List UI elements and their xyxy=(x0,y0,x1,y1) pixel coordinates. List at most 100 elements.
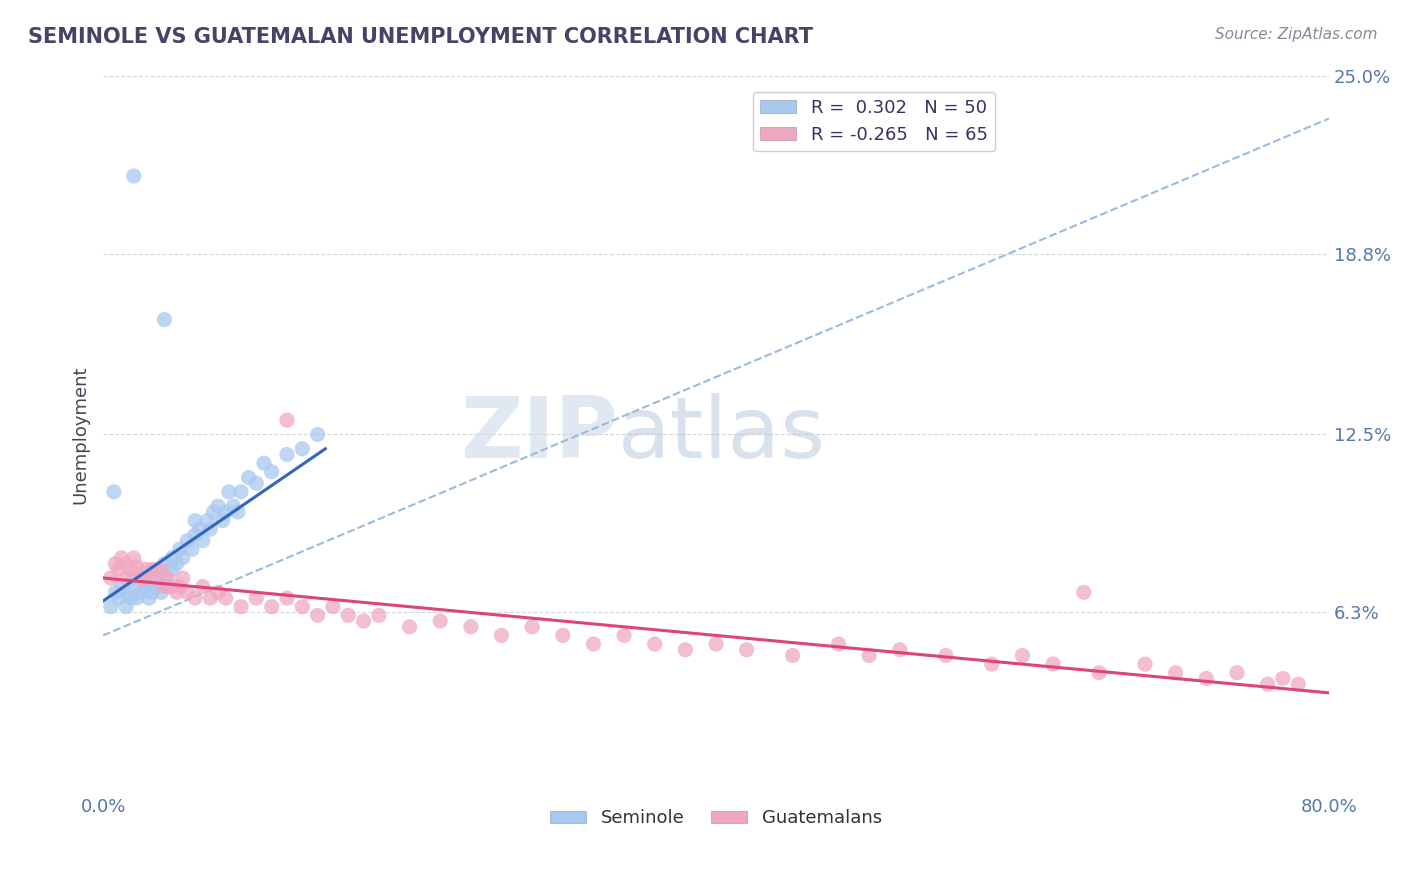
Point xyxy=(153,580,176,594)
Point xyxy=(160,562,183,576)
Point xyxy=(184,591,207,606)
Point xyxy=(226,505,249,519)
Point xyxy=(429,614,451,628)
Text: atlas: atlas xyxy=(619,393,825,476)
Point xyxy=(582,637,605,651)
Point xyxy=(122,550,145,565)
Point xyxy=(276,448,298,462)
Point xyxy=(253,456,276,470)
Point xyxy=(276,413,298,427)
Point xyxy=(150,562,173,576)
Point xyxy=(704,637,727,651)
Point xyxy=(191,533,214,548)
Point xyxy=(460,620,482,634)
Point xyxy=(1088,665,1111,680)
Point xyxy=(827,637,849,651)
Point xyxy=(191,580,214,594)
Point xyxy=(176,533,198,548)
Point xyxy=(138,591,160,606)
Point xyxy=(935,648,957,663)
Point xyxy=(107,591,129,606)
Point xyxy=(222,500,245,514)
Point xyxy=(115,571,138,585)
Point xyxy=(103,484,125,499)
Point xyxy=(131,571,153,585)
Point xyxy=(1164,665,1187,680)
Point xyxy=(153,571,176,585)
Point xyxy=(145,562,167,576)
Point xyxy=(138,576,160,591)
Point xyxy=(1257,677,1279,691)
Point xyxy=(673,642,696,657)
Point xyxy=(122,571,145,585)
Point xyxy=(889,642,911,657)
Point xyxy=(156,580,179,594)
Point xyxy=(115,599,138,614)
Point xyxy=(858,648,880,663)
Point xyxy=(104,585,127,599)
Text: Source: ZipAtlas.com: Source: ZipAtlas.com xyxy=(1215,27,1378,42)
Point xyxy=(145,571,167,585)
Point xyxy=(613,628,636,642)
Point xyxy=(125,559,148,574)
Point xyxy=(215,591,238,606)
Point xyxy=(141,562,163,576)
Point xyxy=(1011,648,1033,663)
Point xyxy=(181,542,204,557)
Point xyxy=(735,642,758,657)
Point xyxy=(215,505,238,519)
Point xyxy=(120,591,142,606)
Point xyxy=(153,557,176,571)
Point xyxy=(110,550,132,565)
Point xyxy=(200,522,222,536)
Point xyxy=(100,599,122,614)
Point xyxy=(176,585,198,599)
Point xyxy=(110,580,132,594)
Point xyxy=(229,599,252,614)
Point xyxy=(100,571,122,585)
Point xyxy=(1271,672,1294,686)
Point xyxy=(200,591,222,606)
Point xyxy=(207,500,229,514)
Point xyxy=(184,528,207,542)
Point xyxy=(520,620,543,634)
Point xyxy=(131,585,153,599)
Point xyxy=(1286,677,1309,691)
Point xyxy=(207,585,229,599)
Point xyxy=(160,550,183,565)
Point xyxy=(122,169,145,183)
Point xyxy=(260,465,283,479)
Point xyxy=(172,571,194,585)
Point xyxy=(398,620,420,634)
Point xyxy=(160,580,183,594)
Point xyxy=(115,585,138,599)
Point xyxy=(782,648,804,663)
Point xyxy=(260,599,283,614)
Point xyxy=(1226,665,1249,680)
Point xyxy=(104,557,127,571)
Point xyxy=(195,514,218,528)
Point xyxy=(218,484,240,499)
Point xyxy=(491,628,513,642)
Point xyxy=(644,637,666,651)
Point xyxy=(307,608,329,623)
Point xyxy=(169,580,191,594)
Point xyxy=(188,522,211,536)
Point xyxy=(169,542,191,557)
Point xyxy=(120,562,142,576)
Point xyxy=(115,557,138,571)
Point xyxy=(145,580,167,594)
Point xyxy=(291,442,314,456)
Point xyxy=(166,557,188,571)
Point xyxy=(184,514,207,528)
Point xyxy=(245,591,267,606)
Point xyxy=(138,571,160,585)
Point xyxy=(211,514,233,528)
Point xyxy=(131,571,153,585)
Point xyxy=(368,608,391,623)
Point xyxy=(551,628,574,642)
Point xyxy=(353,614,375,628)
Point xyxy=(150,585,173,599)
Text: SEMINOLE VS GUATEMALAN UNEMPLOYMENT CORRELATION CHART: SEMINOLE VS GUATEMALAN UNEMPLOYMENT CORR… xyxy=(28,27,813,46)
Point xyxy=(245,476,267,491)
